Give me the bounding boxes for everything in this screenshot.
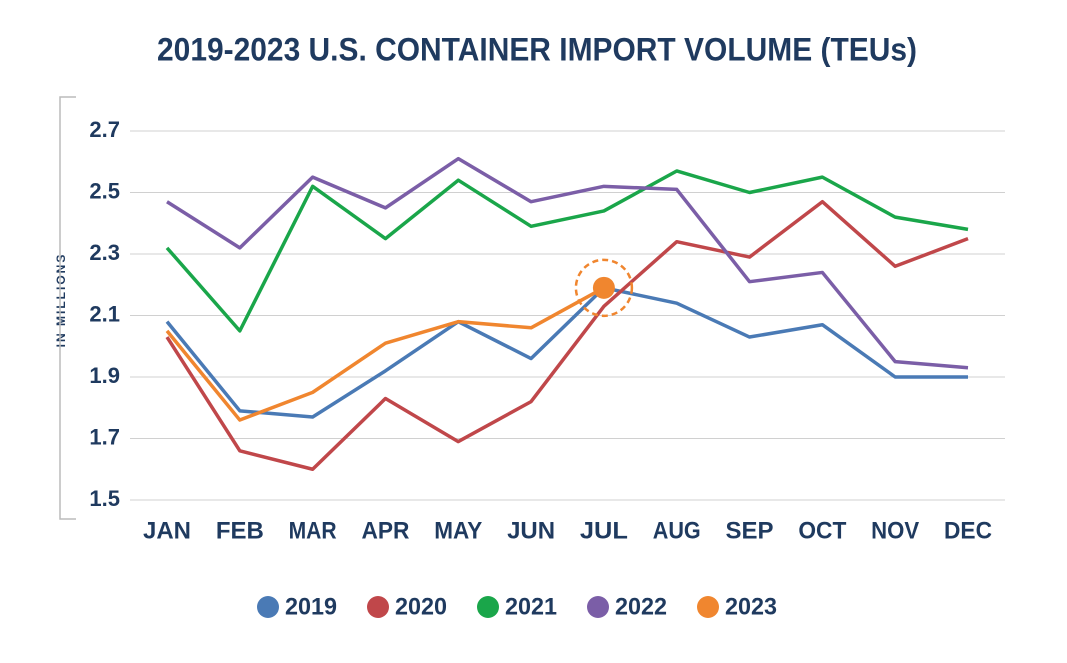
x-tick-label: JAN <box>143 517 191 544</box>
series-line <box>165 169 969 333</box>
y-tick-label: 2.3 <box>89 240 120 265</box>
legend-label: 2023 <box>725 593 777 620</box>
axis-bracket <box>59 96 76 520</box>
x-tick-label: OCT <box>798 517 846 544</box>
x-tick-label: AUG <box>653 517 701 544</box>
x-tick-label: DEC <box>944 517 992 544</box>
legend-swatch <box>477 596 499 618</box>
y-axis-label: IN MILLIONS <box>54 253 68 348</box>
x-tick-label: APR <box>361 517 409 544</box>
chart-title: 2019-2023 U.S. CONTAINER IMPORT VOLUME (… <box>157 31 917 67</box>
legend-label: 2022 <box>615 593 667 620</box>
legend-label: 2019 <box>285 593 337 620</box>
series-line <box>165 199 969 471</box>
legend-label: 2021 <box>505 593 557 620</box>
highlight-ring <box>574 258 634 318</box>
highlight-point <box>592 276 615 299</box>
legend-label: 2020 <box>395 593 447 620</box>
y-tick-label: 1.9 <box>89 363 120 388</box>
series-line <box>166 156 969 370</box>
legend-swatch <box>587 596 609 618</box>
legend-swatch <box>367 596 389 618</box>
x-tick-label: MAR <box>289 517 337 544</box>
x-tick-label: JUL <box>580 517 628 544</box>
x-tick-label: FEB <box>216 517 264 544</box>
x-tick-label: NOV <box>871 517 919 544</box>
x-tick-label: JUN <box>507 517 555 544</box>
legend-swatch <box>697 596 719 618</box>
x-tick-label: SEP <box>726 517 774 544</box>
y-tick-label: 1.5 <box>89 486 120 511</box>
y-tick-label: 2.5 <box>89 178 120 203</box>
y-tick-label: 1.7 <box>89 424 120 449</box>
legend-swatch <box>257 596 279 618</box>
x-tick-label: MAY <box>434 517 482 544</box>
y-tick-label: 2.1 <box>89 301 120 326</box>
series-line <box>165 286 968 419</box>
series-line <box>165 286 605 422</box>
y-tick-label: 2.7 <box>89 117 120 142</box>
